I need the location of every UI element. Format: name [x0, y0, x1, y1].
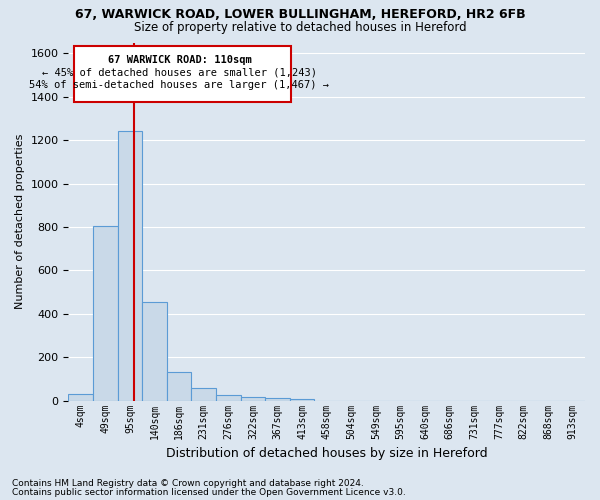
Text: Size of property relative to detached houses in Hereford: Size of property relative to detached ho…	[134, 21, 466, 34]
Bar	[241, 396, 265, 400]
Bar	[68, 394, 93, 400]
Bar	[216, 395, 241, 400]
Text: ← 45% of detached houses are smaller (1,243): ← 45% of detached houses are smaller (1,…	[42, 68, 317, 78]
Bar	[265, 398, 290, 400]
Text: Contains public sector information licensed under the Open Government Licence v3: Contains public sector information licen…	[12, 488, 406, 497]
Text: 67 WARWICK ROAD: 110sqm: 67 WARWICK ROAD: 110sqm	[107, 55, 251, 65]
Bar	[167, 372, 191, 400]
Bar	[191, 388, 216, 400]
Bar	[290, 399, 314, 400]
Y-axis label: Number of detached properties: Number of detached properties	[15, 134, 25, 310]
Text: 54% of semi-detached houses are larger (1,467) →: 54% of semi-detached houses are larger (…	[29, 80, 329, 90]
Bar	[142, 302, 167, 400]
Bar	[118, 132, 142, 400]
FancyBboxPatch shape	[74, 46, 290, 102]
Bar	[93, 226, 118, 400]
Text: Contains HM Land Registry data © Crown copyright and database right 2024.: Contains HM Land Registry data © Crown c…	[12, 478, 364, 488]
Text: 67, WARWICK ROAD, LOWER BULLINGHAM, HEREFORD, HR2 6FB: 67, WARWICK ROAD, LOWER BULLINGHAM, HERE…	[74, 8, 526, 20]
X-axis label: Distribution of detached houses by size in Hereford: Distribution of detached houses by size …	[166, 447, 488, 460]
